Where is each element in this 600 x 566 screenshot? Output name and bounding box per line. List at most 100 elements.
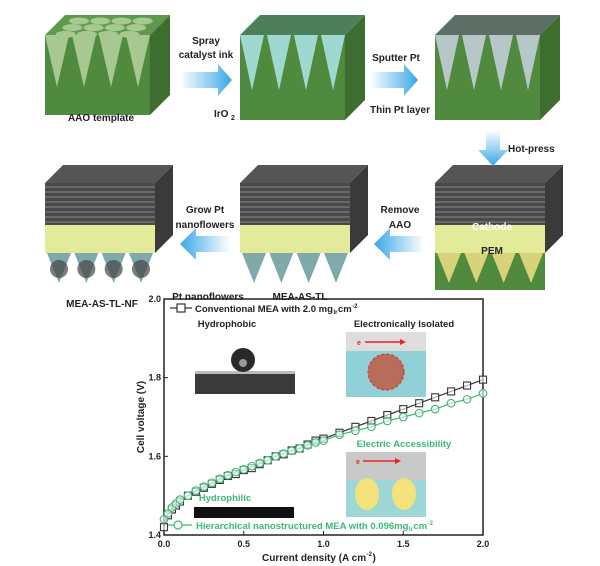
data-point (199, 482, 209, 491)
y-tick-label: 1.8 (148, 373, 161, 383)
data-point (159, 514, 169, 524)
thin-pt-label: Thin Pt layer (370, 105, 430, 116)
data-point (279, 449, 288, 458)
mea-as-tl-nf-block (45, 165, 173, 283)
legend-hierarchical-label: Hierarchical nanostructured MEA with 0.0… (196, 521, 409, 532)
data-point (183, 491, 193, 501)
y-tick-label: 1.6 (148, 451, 161, 461)
iro2-label: IrO (214, 109, 229, 120)
step6-label: MEA-AS-TL-NF (66, 299, 138, 310)
data-point (446, 398, 456, 408)
data-point (431, 393, 440, 402)
series-hierarchical (159, 389, 488, 524)
arrow2-label: Sputter Pt (372, 53, 420, 64)
isolated-label: Electronically Isolated (354, 319, 455, 330)
data-point (287, 446, 296, 456)
data-point (231, 467, 241, 477)
electronically-isolated-inset: Electronically Isolated e (346, 319, 454, 397)
legend-conventional-sub: Ir (333, 310, 338, 316)
nanoflowers-label: Pt nanoflowers (172, 292, 244, 303)
legend-hierarchical: Hierarchical nanostructured MEA with 0.0… (168, 520, 434, 533)
arrow1-label-line2: catalyst ink (179, 50, 234, 61)
data-point (247, 461, 257, 471)
pt-nanoflower-icon (132, 260, 150, 278)
sprayed-block (240, 15, 365, 120)
arrow3-label: Hot-press (508, 144, 555, 155)
data-point (351, 426, 360, 436)
data-point (207, 478, 217, 488)
y-tick-label: 1.4 (148, 530, 161, 540)
pt-nanoflower-icon (104, 260, 123, 278)
electron-label-top: e (357, 340, 361, 347)
data-point (239, 464, 249, 474)
data-point (163, 509, 173, 518)
series-line (163, 379, 484, 528)
x-tick-label: 1.5 (397, 539, 410, 549)
hydrophobic-inset: Hydrophobic (195, 319, 295, 394)
x-axis-label: Current density (A cm -2 ) (262, 552, 376, 564)
x-tick-label: 0.5 (237, 539, 250, 549)
mea-as-tl-block (240, 165, 368, 283)
data-point (215, 474, 225, 484)
data-point (415, 399, 424, 408)
y-tick-label: 2.0 (148, 294, 161, 304)
data-point (223, 470, 233, 480)
arrow-sputter-icon (370, 64, 418, 96)
arrow-remove-icon (374, 228, 424, 260)
x-axis-label-end: ) (372, 553, 375, 564)
data-point (462, 394, 472, 404)
electric-accessibility-inset: Electric Accessibility e (346, 439, 452, 517)
data-point (414, 408, 424, 418)
hotpressed-block (435, 165, 563, 290)
data-point (447, 387, 456, 396)
arrow-hotpress-icon (478, 130, 508, 166)
hydrophobic-label: Hydrophobic (198, 319, 257, 330)
data-point (175, 495, 185, 504)
data-point (319, 436, 328, 445)
arrow-grow-icon (180, 228, 230, 260)
data-point (430, 404, 440, 414)
hydrophilic-inset: Hydrophilic (194, 493, 294, 518)
data-point (478, 375, 488, 384)
x-axis-label-text: Current density (A cm (262, 553, 366, 564)
legend-conventional-sup: -2 (352, 304, 358, 310)
data-point (311, 438, 320, 447)
data-point (382, 416, 392, 426)
cathode-label: Cathode (472, 222, 512, 233)
pt-nanoflower-icon (77, 260, 96, 278)
arrow5-label-line1: Grow Pt (186, 205, 225, 216)
data-point (335, 430, 344, 440)
accessibility-label: Electric Accessibility (357, 439, 452, 450)
legend-hierarchical-sub: Ir (409, 527, 414, 533)
arrow4-label-line1: Remove (381, 205, 420, 216)
process-schematic (45, 15, 563, 290)
arrow5-label-line2: nanoflowers (176, 220, 235, 231)
data-point (462, 381, 472, 390)
data-point (255, 458, 265, 468)
electron-label-bottom: e (356, 459, 360, 466)
x-tick-label: 1.0 (317, 539, 330, 549)
pem-label: PEM (481, 246, 503, 257)
data-point (399, 405, 408, 414)
legend-hierarchical-unit: cm (413, 521, 427, 532)
legend-conventional-label: Conventional MEA with 2.0 mg (195, 304, 333, 315)
legend-conventional-unit: cm (338, 304, 352, 315)
iro2-subscript: 2 (231, 115, 235, 122)
sputtered-block (435, 15, 560, 120)
x-tick-label: 2.0 (477, 539, 490, 549)
data-point (303, 440, 312, 450)
data-point (478, 389, 488, 398)
x-axis-label-sup: -2 (367, 552, 373, 558)
data-point (295, 444, 304, 453)
step5-label: MEA-AS-TL (273, 292, 328, 303)
x-tick-label: 0.0 (158, 539, 171, 549)
legend-conventional: Conventional MEA with 2.0 mg Ir cm -2 (170, 303, 358, 316)
data-point (271, 451, 281, 461)
arrow4-label-line2: AAO (389, 220, 411, 231)
data-point (398, 412, 408, 422)
step1-label: AAO template (68, 113, 135, 124)
arrow-spray-icon (180, 64, 232, 96)
data-point (159, 523, 169, 532)
data-point (367, 422, 376, 432)
